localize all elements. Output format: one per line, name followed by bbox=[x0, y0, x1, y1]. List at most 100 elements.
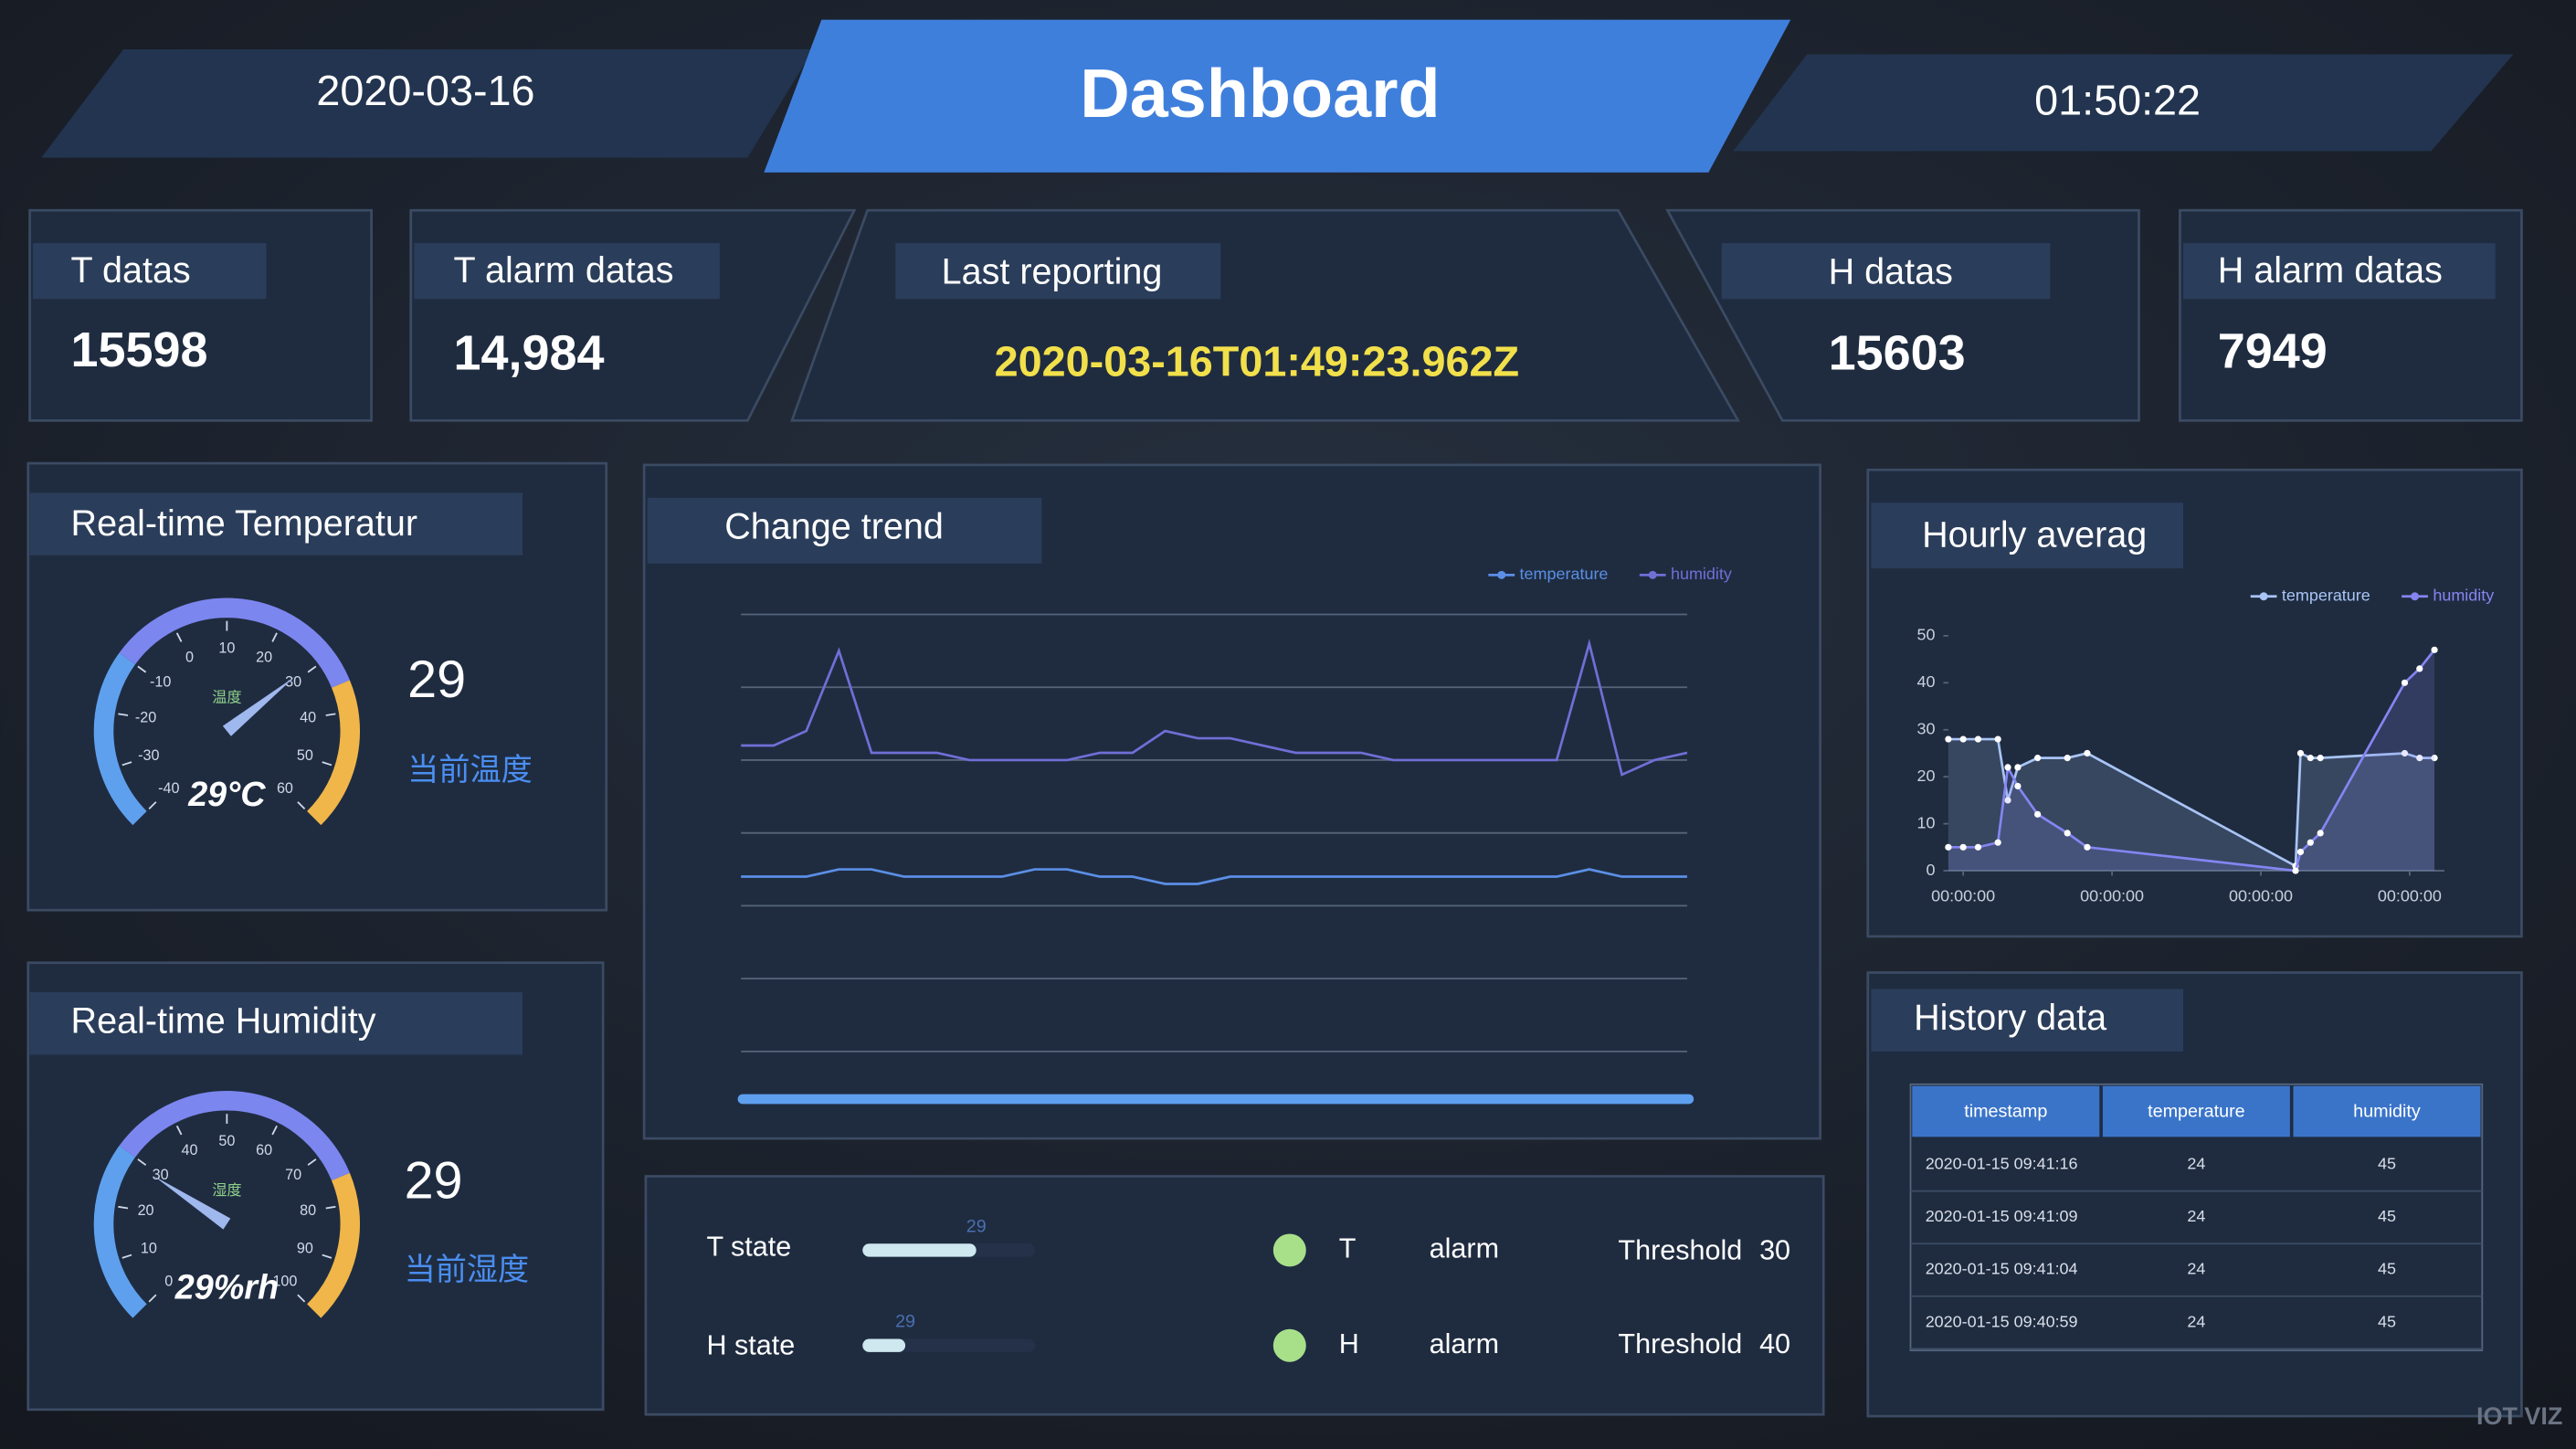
card-value: 2020-03-16T01:49:23.962Z bbox=[995, 338, 1519, 386]
table-header-cell bbox=[1912, 1085, 2100, 1137]
gauge-tick-label: 40 bbox=[182, 1142, 198, 1158]
gauge-tick-label: 100 bbox=[272, 1274, 297, 1290]
card bbox=[2179, 208, 2523, 422]
table-header: temperature bbox=[2148, 1102, 2245, 1122]
gauge-arc bbox=[93, 652, 147, 826]
gauge-tick-label: 20 bbox=[256, 649, 272, 665]
card-tag bbox=[895, 243, 1221, 300]
table-cell: 45 bbox=[2378, 1155, 2396, 1173]
series-line bbox=[1948, 649, 2436, 873]
slider-value: 29 bbox=[966, 1216, 987, 1236]
legend-label: temperature bbox=[1520, 565, 1609, 583]
table-cell: 2020-01-15 09:41:09 bbox=[1926, 1207, 2078, 1225]
logo: IOT VIZ bbox=[2476, 1402, 2562, 1430]
panel-tag bbox=[1871, 989, 2184, 1052]
gauge-tick bbox=[271, 1125, 278, 1136]
table-cell: 24 bbox=[2187, 1207, 2205, 1225]
series-point bbox=[2431, 646, 2438, 653]
card bbox=[28, 208, 373, 422]
gauge-arc bbox=[119, 1091, 350, 1181]
slider-fill bbox=[862, 1243, 977, 1257]
card-value: 15598 bbox=[71, 323, 208, 377]
zoom-bar[interactable] bbox=[737, 1094, 1694, 1105]
gauge-tick-label: 50 bbox=[297, 747, 313, 764]
series-point bbox=[1945, 735, 1952, 743]
gauge-caption: 当前湿度 bbox=[405, 1253, 530, 1287]
gauge-value: 29 bbox=[405, 1152, 463, 1211]
slider-fill bbox=[862, 1338, 906, 1352]
table-header-cell bbox=[2102, 1085, 2290, 1137]
gauge-tick-label: 90 bbox=[297, 1241, 313, 1257]
card-tag bbox=[1721, 243, 2051, 300]
gauge-tick-label: 40 bbox=[300, 709, 316, 725]
gauge-tick bbox=[307, 665, 317, 673]
gauge-value-label: 29°C bbox=[187, 776, 266, 814]
panel-tag bbox=[29, 992, 523, 1055]
card-value: 7949 bbox=[2218, 324, 2328, 379]
gauge-arc bbox=[119, 598, 350, 688]
legend-label: humidity bbox=[1671, 565, 1732, 583]
card-tag bbox=[414, 243, 720, 300]
gauge-tick bbox=[118, 1205, 129, 1210]
time: 01:50:22 bbox=[2034, 77, 2201, 124]
y-tick-label: 20 bbox=[1916, 767, 1935, 785]
panel-tag bbox=[29, 492, 523, 555]
legend-dot bbox=[1648, 570, 1657, 579]
table-cell: 24 bbox=[2187, 1260, 2205, 1278]
gauge-tick bbox=[325, 713, 336, 716]
status-dot bbox=[1272, 1233, 1306, 1267]
series-point bbox=[2296, 848, 2305, 856]
legend-label: humidity bbox=[2433, 586, 2494, 604]
panel-tag bbox=[647, 497, 1042, 564]
series-point bbox=[1945, 843, 1952, 851]
gauge-tick-label: 60 bbox=[256, 1142, 272, 1158]
x-tick-label: 00:00:00 bbox=[2080, 887, 2144, 905]
gauge-tick bbox=[148, 1294, 157, 1303]
threshold-value: 30 bbox=[1759, 1234, 1790, 1265]
series-point bbox=[1974, 735, 1982, 743]
table-cell: 24 bbox=[2187, 1155, 2205, 1173]
gauge-name: 湿度 bbox=[212, 1182, 241, 1199]
alarm-status: alarm bbox=[1430, 1328, 1499, 1359]
y-tick-label: 0 bbox=[1926, 861, 1935, 879]
series-point bbox=[2064, 830, 2071, 837]
threshold-label: Threshold bbox=[1618, 1234, 1742, 1265]
panel-title: History data bbox=[1914, 998, 2106, 1038]
table-header: timestamp bbox=[1964, 1102, 2047, 1122]
gauge-tick bbox=[148, 801, 157, 810]
panel bbox=[642, 463, 1821, 1140]
table-frame bbox=[1909, 1083, 2484, 1352]
gauge-tick-label: 20 bbox=[138, 1202, 154, 1219]
series-point bbox=[1974, 843, 1982, 851]
gauge-tick bbox=[322, 761, 333, 767]
slider-track bbox=[862, 1338, 1036, 1352]
gauge-arc bbox=[306, 680, 360, 826]
gauge-arc bbox=[306, 1172, 360, 1318]
y-tick-label: 30 bbox=[1916, 720, 1935, 738]
series-point bbox=[2416, 755, 2423, 762]
gauge-needle bbox=[153, 1176, 231, 1230]
series-point bbox=[2004, 797, 2011, 804]
card-value: 14,984 bbox=[454, 325, 605, 380]
table-cell: 45 bbox=[2378, 1312, 2396, 1330]
card-label: H datas bbox=[1829, 252, 1953, 292]
series-point bbox=[2084, 749, 2091, 757]
series-line bbox=[741, 639, 1688, 777]
series-line bbox=[741, 868, 1687, 885]
date-banner bbox=[41, 48, 814, 158]
gauge-tick-label: 0 bbox=[164, 1274, 173, 1290]
table-cell: 24 bbox=[2187, 1312, 2205, 1330]
gauge-tick bbox=[121, 1253, 132, 1259]
legend-dot bbox=[1497, 570, 1506, 579]
series-point bbox=[2317, 755, 2324, 762]
y-tick-label: 50 bbox=[1916, 626, 1935, 644]
gauge-tick bbox=[175, 1125, 183, 1136]
series-area bbox=[1948, 650, 2435, 872]
series-point bbox=[2292, 867, 2299, 874]
gauge-tick-label: 30 bbox=[285, 674, 301, 691]
gauge-tick-label: -20 bbox=[135, 709, 156, 725]
panel-title: Real-time Humidity bbox=[71, 1001, 376, 1042]
series-point bbox=[2034, 810, 2042, 818]
